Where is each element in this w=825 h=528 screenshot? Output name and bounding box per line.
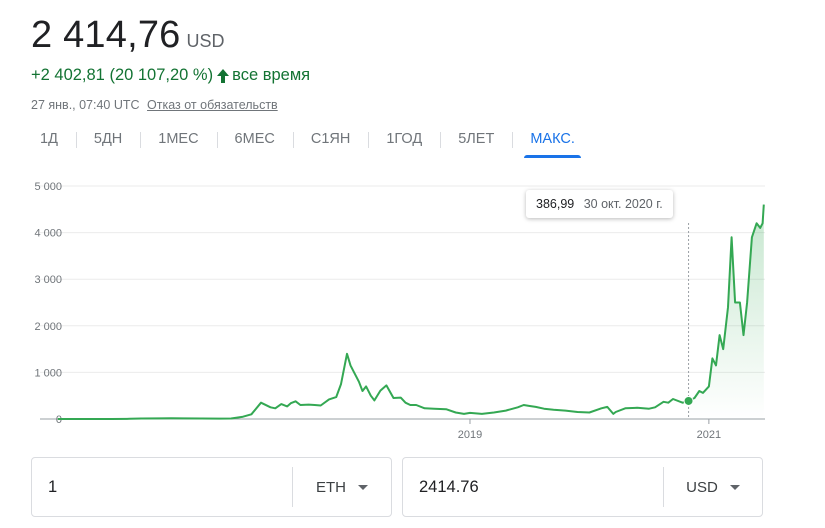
tab-1y[interactable]: 1ГОД — [368, 124, 440, 158]
disclaimer-link[interactable]: Отказ от обязательств — [147, 98, 278, 112]
timestamp: 27 янв., 07:40 UTC — [31, 98, 140, 112]
converter-to: 2414.76 USD — [402, 457, 763, 517]
tab-5d[interactable]: 5ДН — [75, 124, 140, 158]
converter-from: 1 ETH — [31, 457, 392, 517]
arrow-up-icon — [217, 68, 230, 83]
y-tick-label: 1 000 — [34, 367, 62, 379]
tooltip-date: 30 окт. 2020 г. — [583, 197, 663, 211]
area-fill — [688, 204, 764, 419]
y-tick-label: 3 000 — [34, 274, 62, 286]
tab-ytd[interactable]: С1ЯН — [292, 124, 368, 158]
price-change: +2 402,81 (20 107,20 %) все время — [31, 66, 310, 85]
from-amount-input[interactable]: 1 — [48, 477, 58, 496]
tab-1m[interactable]: 1МЕС — [140, 124, 216, 158]
dropdown-caret-icon — [358, 484, 368, 490]
y-tick-label: 2 000 — [34, 321, 62, 333]
current-price: 2 414,76 — [31, 14, 181, 56]
highlight-point — [683, 395, 694, 406]
to-unit-label: USD — [686, 478, 718, 496]
from-unit-select[interactable]: ETH — [292, 467, 391, 507]
x-tick-label: 2021 — [697, 429, 721, 441]
change-value: +2 402,81 (20 107,20 %) — [31, 66, 214, 84]
change-period: все время — [232, 66, 311, 84]
dropdown-caret-icon — [729, 484, 740, 490]
tab-max[interactable]: МАКС. — [512, 124, 593, 158]
price-currency: USD — [186, 31, 225, 51]
tooltip-value: 386,99 — [536, 197, 575, 211]
tab-6m[interactable]: 6МЕС — [216, 124, 293, 158]
chart-tooltip: 386,99 30 окт. 2020 г. — [526, 190, 673, 218]
to-unit-select[interactable]: USD — [663, 467, 762, 507]
series-line — [57, 204, 765, 420]
from-unit-label: ETH — [316, 478, 346, 496]
price-header: 2 414,76 USD — [31, 14, 225, 57]
to-amount-input[interactable]: 2414.76 — [419, 477, 479, 496]
x-tick-label: 2019 — [458, 429, 482, 441]
meta-row: 27 янв., 07:40 UTC Отказ от обязательств — [31, 98, 278, 112]
tab-5y[interactable]: 5ЛЕТ — [440, 124, 512, 158]
y-tick-label: 5 000 — [34, 181, 62, 193]
range-tabs: 1Д 5ДН 1МЕС 6МЕС С1ЯН 1ГОД 5ЛЕТ МАКС. — [22, 124, 593, 158]
y-tick-label: 4 000 — [34, 228, 62, 240]
tab-1d[interactable]: 1Д — [40, 131, 58, 147]
